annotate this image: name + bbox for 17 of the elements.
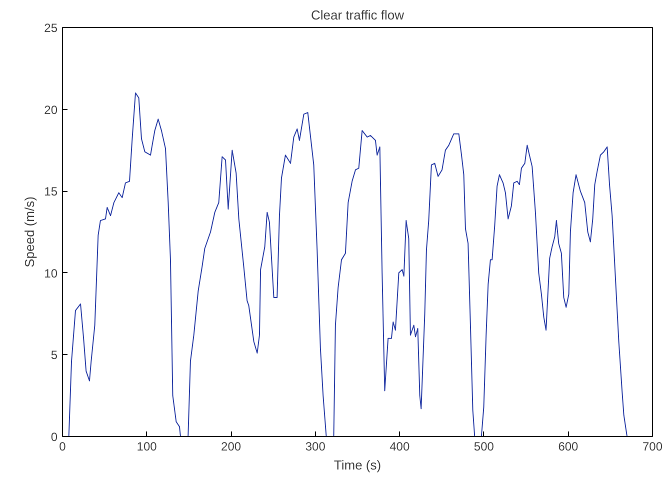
x-tick-label: 0 [59,440,66,454]
x-tick-label: 600 [558,440,579,454]
x-tick-label: 300 [305,440,326,454]
x-tick-label: 200 [221,440,242,454]
y-tick-label: 5 [50,348,58,362]
y-tick-label: 15 [44,184,58,199]
x-axis-title: Time (s) [334,458,382,472]
y-tick-label: 20 [44,102,58,117]
y-tick-label: 10 [44,266,58,280]
y-tick-label: 0 [50,430,58,444]
y-axis-title: Speed (m/s) [22,196,38,268]
chart-title: Clear traffic flow [311,8,405,22]
x-tick-label: 500 [474,440,494,454]
x-tick-label: 700 [642,440,663,454]
y-tick-label: 25 [44,21,58,35]
x-tick-label: 400 [390,440,410,454]
x-tick-label: 100 [136,440,158,454]
